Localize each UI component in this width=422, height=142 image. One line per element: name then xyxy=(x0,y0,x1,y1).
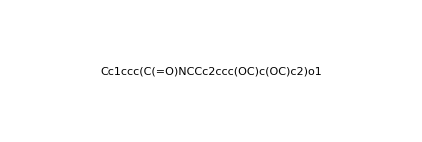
Text: Cc1ccc(C(=O)NCCc2ccc(OC)c(OC)c2)o1: Cc1ccc(C(=O)NCCc2ccc(OC)c(OC)c2)o1 xyxy=(100,66,322,76)
